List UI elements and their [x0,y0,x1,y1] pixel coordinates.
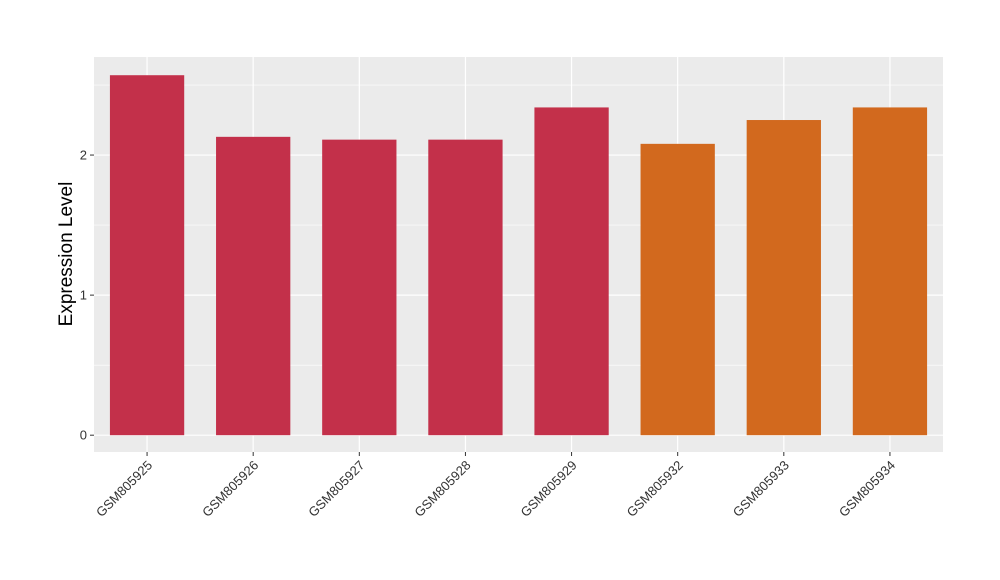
bar-GSM805927 [322,139,397,436]
y-tick-label: 1 [80,288,87,303]
bar-GSM805926 [216,136,291,436]
x-tick-label: GSM805927 [305,458,367,520]
x-tick-label: GSM805933 [730,458,792,520]
bar-GSM805933 [746,120,821,436]
y-axis-title: Expression Level [56,182,77,327]
x-tick-label: GSM805928 [411,458,473,520]
bar-GSM805934 [852,107,928,436]
bar-GSM805928 [428,139,503,436]
bar-GSM805929 [534,107,609,436]
bar-GSM805925 [109,75,185,436]
x-tick-label: GSM805929 [517,458,579,520]
x-tick-label: GSM805925 [93,458,155,520]
y-tick-label: 2 [80,148,87,163]
bars [109,75,928,436]
x-tick-label: GSM805926 [199,458,261,520]
x-tick-label: GSM805932 [624,458,686,520]
x-tick-label: GSM805934 [836,458,898,520]
bar-GSM805932 [640,143,715,436]
y-tick-label: 0 [80,428,87,443]
